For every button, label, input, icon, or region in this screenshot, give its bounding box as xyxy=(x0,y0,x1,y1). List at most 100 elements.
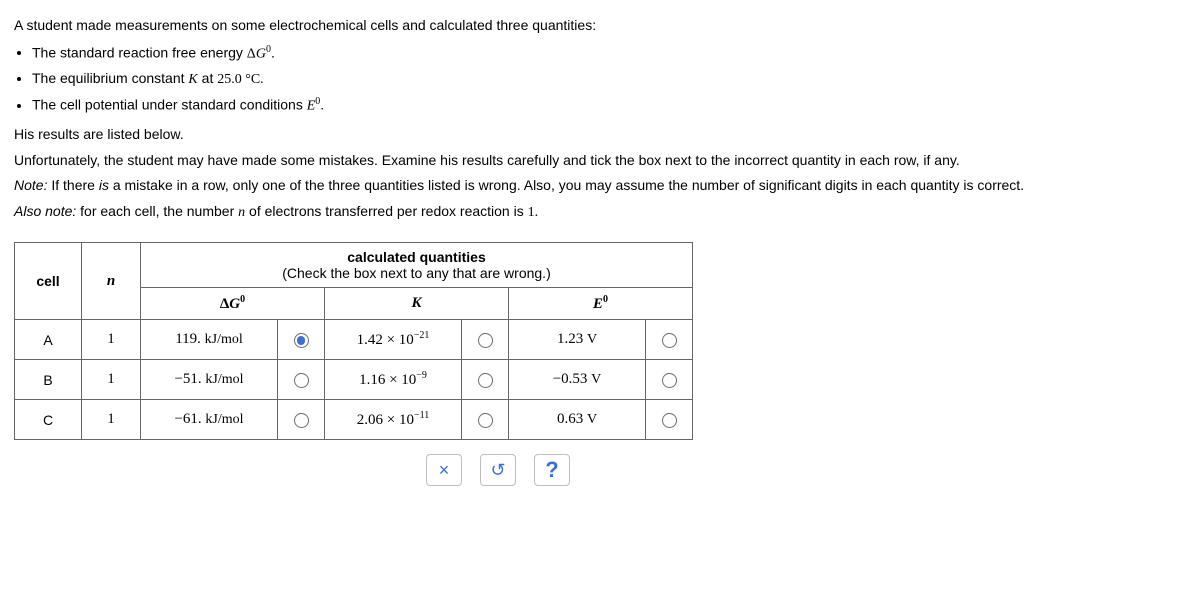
bullet-delta-g: The standard reaction free energy ΔG0. xyxy=(32,44,1186,63)
dg-value: 119. kJ/mol xyxy=(141,320,278,360)
text: The cell potential under standard condit… xyxy=(32,97,307,113)
cell-label: C xyxy=(15,400,82,440)
k-symbol: K xyxy=(188,72,197,87)
times-symbol: × xyxy=(387,332,395,348)
header-subtitle: (Check the box next to any that are wron… xyxy=(151,265,682,281)
mantissa: 1.16 xyxy=(359,372,385,388)
calculated-quantities-header: calculated quantities (Check the box nex… xyxy=(141,243,693,288)
quantity-list: The standard reaction free energy ΔG0. T… xyxy=(32,44,1186,115)
close-button[interactable]: × xyxy=(426,454,462,486)
number: 0.63 xyxy=(557,411,583,427)
unit: V xyxy=(587,412,597,427)
unit: V xyxy=(591,372,601,387)
help-button[interactable]: ? xyxy=(534,454,570,486)
delta-symbol: Δ xyxy=(247,46,256,61)
e-check-cell xyxy=(646,320,693,360)
toolbar: × ↺ ? xyxy=(426,454,1186,486)
col-header-cell: cell xyxy=(15,243,82,320)
cell-label: A xyxy=(15,320,82,360)
k-value: 1.16 × 10−9 xyxy=(325,360,462,400)
note-line: Note: If there is a mistake in a row, on… xyxy=(14,176,1186,196)
number: −61. xyxy=(174,411,201,427)
number: 1.23 xyxy=(557,331,583,347)
k-radio[interactable] xyxy=(478,333,493,348)
e-check-cell xyxy=(646,360,693,400)
k-check-cell xyxy=(462,320,509,360)
col-header-e: E0 xyxy=(509,288,693,320)
period: . xyxy=(271,44,275,60)
text-italic: is xyxy=(99,177,109,193)
text: at xyxy=(198,70,217,86)
dg-check-cell xyxy=(278,320,325,360)
times-symbol: × xyxy=(387,412,395,428)
number: −0.53 xyxy=(553,371,588,387)
help-icon: ? xyxy=(545,457,558,483)
exponent: −9 xyxy=(416,370,427,381)
superscript-zero: 0 xyxy=(240,294,245,305)
temperature: 25.0 °C. xyxy=(217,72,263,87)
text: If there xyxy=(47,177,98,193)
table-row: A 1 119. kJ/mol 1.42 × 10−21 1.23 V xyxy=(15,320,693,360)
mantissa: 2.06 xyxy=(357,412,383,428)
col-header-dg: ΔG0 xyxy=(141,288,325,320)
dg-check-cell xyxy=(278,400,325,440)
dg-value: −51. kJ/mol xyxy=(141,360,278,400)
superscript-zero: 0 xyxy=(603,294,608,305)
k-value: 1.42 × 10−21 xyxy=(325,320,462,360)
e-radio[interactable] xyxy=(662,333,677,348)
unit: kJ/mol xyxy=(205,412,243,427)
e-check-cell xyxy=(646,400,693,440)
period: . xyxy=(320,97,324,113)
col-header-k: K xyxy=(325,288,509,320)
unit: kJ/mol xyxy=(205,332,243,347)
e-radio[interactable] xyxy=(662,413,677,428)
ten: 10 xyxy=(399,412,414,428)
unit: kJ/mol xyxy=(205,372,243,387)
k-check-cell xyxy=(462,400,509,440)
ten: 10 xyxy=(399,332,414,348)
exponent: −11 xyxy=(414,410,429,421)
text: a mistake in a row, only one of the thre… xyxy=(109,177,1024,193)
note-label: Note: xyxy=(14,177,47,193)
close-icon: × xyxy=(439,460,450,481)
dg-radio[interactable] xyxy=(294,373,309,388)
bullet-k: The equilibrium constant K at 25.0 °C. xyxy=(32,70,1186,88)
k-radio[interactable] xyxy=(478,413,493,428)
header-title: calculated quantities xyxy=(151,249,682,265)
n-value: 1 xyxy=(82,400,141,440)
k-radio[interactable] xyxy=(478,373,493,388)
e-value: −0.53 V xyxy=(509,360,646,400)
cell-label: B xyxy=(15,360,82,400)
intro-line-2: His results are listed below. xyxy=(14,125,1186,145)
reset-button[interactable]: ↺ xyxy=(480,454,516,486)
k-value: 2.06 × 10−11 xyxy=(325,400,462,440)
col-header-n: n xyxy=(82,243,141,320)
dg-radio[interactable] xyxy=(294,413,309,428)
k-check-cell xyxy=(462,360,509,400)
unit: V xyxy=(587,332,597,347)
n-value: 1 xyxy=(82,320,141,360)
e-symbol: E xyxy=(307,99,316,114)
results-table: cell n calculated quantities (Check the … xyxy=(14,242,693,440)
times-symbol: × xyxy=(389,372,397,388)
exponent: −21 xyxy=(414,330,430,341)
g-symbol: G xyxy=(229,296,240,312)
e-radio[interactable] xyxy=(662,373,677,388)
e-value: 1.23 V xyxy=(509,320,646,360)
text: for each cell, the number xyxy=(76,203,238,219)
intro-line-1: A student made measurements on some elec… xyxy=(14,16,1186,36)
e-symbol: E xyxy=(593,296,603,312)
number: 119. xyxy=(175,331,201,347)
mantissa: 1.42 xyxy=(357,332,383,348)
text: The standard reaction free energy xyxy=(32,44,247,60)
dg-check-cell xyxy=(278,360,325,400)
g-symbol: G xyxy=(256,46,266,61)
bullet-e: The cell potential under standard condit… xyxy=(32,96,1186,115)
dg-radio[interactable] xyxy=(294,333,309,348)
table-row: C 1 −61. kJ/mol 2.06 × 10−11 0.63 V xyxy=(15,400,693,440)
number: −51. xyxy=(174,371,201,387)
also-note-line: Also note: for each cell, the number n o… xyxy=(14,202,1186,223)
ten: 10 xyxy=(401,372,416,388)
reset-icon: ↺ xyxy=(490,460,505,481)
also-note-label: Also note: xyxy=(14,203,76,219)
